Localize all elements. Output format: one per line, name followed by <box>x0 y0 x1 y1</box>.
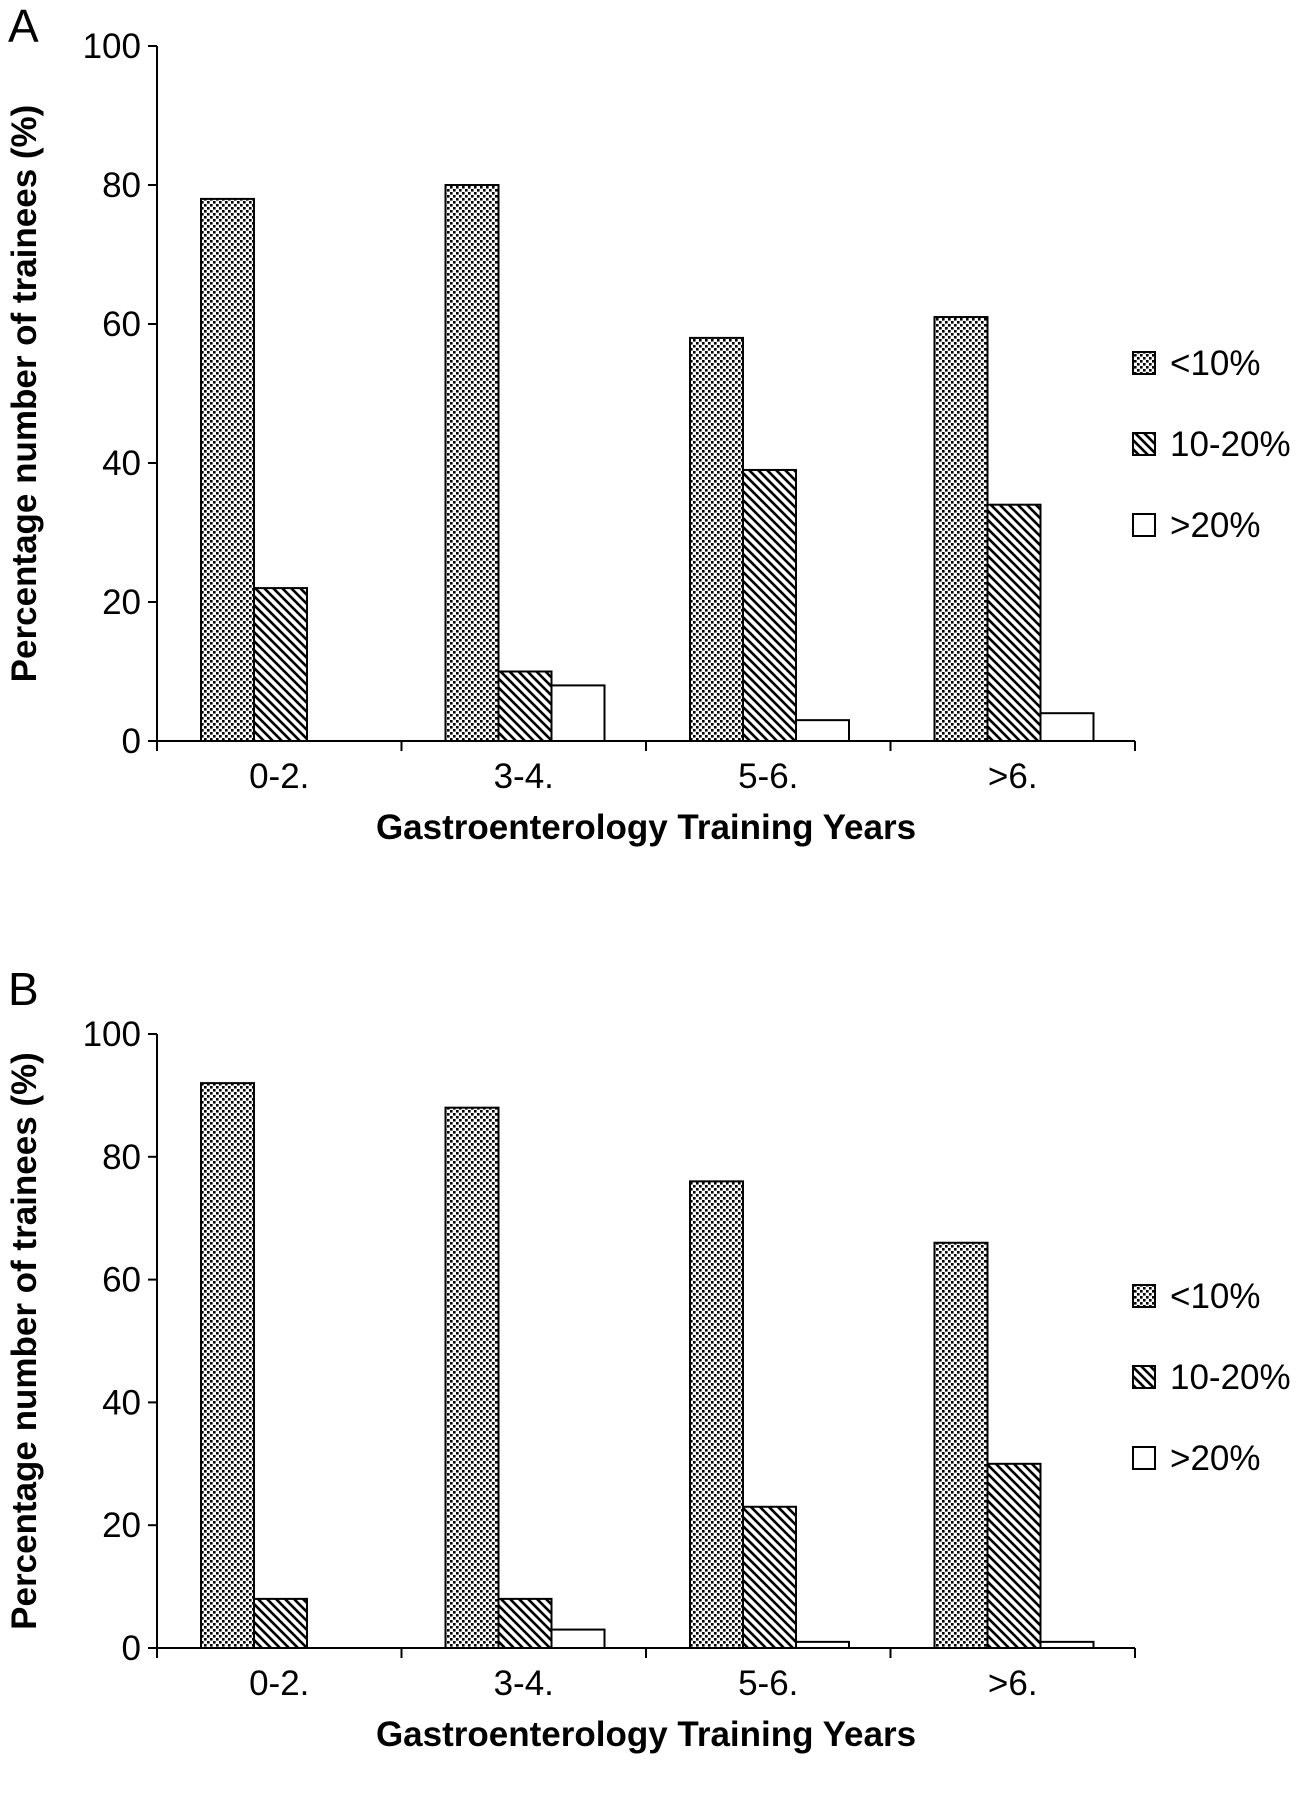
legend: <10% 10-20% >20% <box>1132 344 1291 545</box>
bar-b-s0-c0 <box>200 1082 255 1649</box>
bar-a-s2-c2 <box>795 719 850 743</box>
bar-b-s0-c1 <box>444 1106 500 1650</box>
x-axis-title: Gastroenterology Training Years <box>376 1715 916 1754</box>
bar-b-s2-c3 <box>1039 1640 1095 1649</box>
legend-swatch <box>1132 351 1156 375</box>
y-tick-label: 100 <box>83 1015 141 1054</box>
legend-label: >20% <box>1170 506 1261 545</box>
x-tick-label: 5-6. <box>738 1664 798 1703</box>
legend-swatch <box>1132 1365 1156 1389</box>
y-tick-label: 20 <box>102 583 141 622</box>
y-axis-title: Percentage number of trainees (%) <box>5 105 44 683</box>
legend-label: 10-20% <box>1170 425 1291 464</box>
legend-swatch <box>1132 513 1156 537</box>
bar-b-s0-c3 <box>933 1241 989 1649</box>
bar-b-s2-c2 <box>795 1640 850 1649</box>
y-tick-label: 80 <box>102 166 141 205</box>
x-tick-label: 0-2. <box>249 757 309 796</box>
chart-panel-b: B 0 20 40 60 80 100 0-2. 3-4. 5-6. >6. Gastroentero… <box>5 963 1291 1754</box>
panel-label: A <box>8 0 39 52</box>
legend-label: 10-20% <box>1170 1358 1291 1397</box>
legend-swatch <box>1132 1284 1156 1308</box>
bar-b-s1-c2 <box>742 1505 797 1650</box>
bar-b-s1-c3 <box>986 1462 1042 1650</box>
x-tick-label: 3-4. <box>494 757 554 796</box>
legend-label: <10% <box>1170 344 1261 383</box>
y-axis-title: Percentage number of trainees (%) <box>5 1052 44 1630</box>
legend-label: >20% <box>1170 1439 1261 1478</box>
bar-a-s2-c1 <box>550 684 606 743</box>
y-tick-label: 0 <box>122 722 141 761</box>
x-tick-label: >6. <box>988 757 1038 796</box>
x-tick-label: >6. <box>988 1664 1038 1703</box>
bar-a-s1-c3 <box>986 503 1042 743</box>
y-tick-label: 20 <box>102 1506 141 1545</box>
chart-panel-a: A 0 20 40 60 80 100 0-2. 3-4. 5-6. >6. Gastroentero… <box>5 0 1291 847</box>
y-tick-label: 40 <box>102 1383 141 1422</box>
bar-a-s1-c1 <box>497 670 553 742</box>
bar-a-s2-c3 <box>1039 712 1095 743</box>
bar-b-s1-c1 <box>497 1597 553 1650</box>
legend: <10% 10-20% >20% <box>1132 1277 1291 1478</box>
bar-a-s0-c2 <box>689 336 744 742</box>
legend-label: <10% <box>1170 1277 1261 1316</box>
panel-label: B <box>8 963 39 1015</box>
bar-a-s0-c1 <box>444 184 500 742</box>
bar-a-s0-c0 <box>200 197 255 742</box>
legend-swatch <box>1132 1446 1156 1470</box>
bar-a-s1-c2 <box>742 468 797 742</box>
y-tick-label: 60 <box>102 1261 141 1300</box>
y-tick-label: 40 <box>102 444 141 483</box>
y-tick-label: 0 <box>122 1629 141 1668</box>
legend-swatch <box>1132 432 1156 456</box>
bar-b-s0-c2 <box>689 1180 744 1649</box>
y-tick-label: 100 <box>83 27 141 66</box>
bar-b-s2-c1 <box>550 1628 606 1649</box>
bar-a-s1-c0 <box>253 587 308 742</box>
bar-a-s0-c3 <box>933 316 989 742</box>
y-tick-label: 80 <box>102 1138 141 1177</box>
bar-b-s1-c0 <box>253 1597 308 1650</box>
x-tick-label: 0-2. <box>249 1664 309 1703</box>
x-tick-label: 3-4. <box>494 1664 554 1703</box>
x-axis-title: Gastroenterology Training Years <box>376 808 916 847</box>
y-tick-label: 60 <box>102 305 141 344</box>
x-tick-label: 5-6. <box>738 757 798 796</box>
